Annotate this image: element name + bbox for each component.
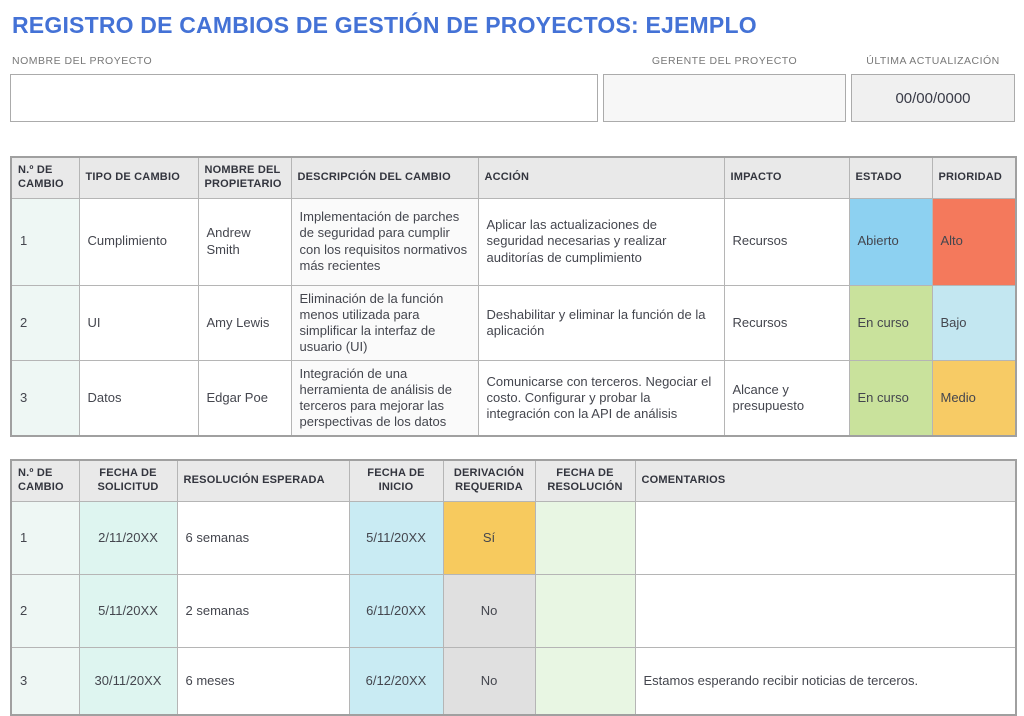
- cell-accion[interactable]: Comunicarse con terceros. Negociar el co…: [477, 359, 725, 437]
- last-updated-label: ÚLTIMA ACTUALIZACIÓN: [866, 55, 1000, 67]
- cell-propietario[interactable]: Edgar Poe: [197, 359, 292, 437]
- changes-table: N.º DE CAMBIO TIPO DE CAMBIO NOMBRE DEL …: [10, 156, 1017, 438]
- cell-descripcion[interactable]: Eliminación de la función menos utilizad…: [290, 284, 479, 361]
- cell-numero[interactable]: 3: [10, 359, 80, 437]
- col-header-prioridad: PRIORIDAD: [931, 156, 1017, 199]
- project-name-input[interactable]: [10, 74, 598, 122]
- cell-fecha-solicitud[interactable]: 30/11/20XX: [78, 646, 178, 716]
- project-meta-section: NOMBRE DEL PROYECTO GERENTE DEL PROYECTO…: [10, 55, 1015, 122]
- cell-descripcion[interactable]: Integración de una herramienta de anális…: [290, 359, 479, 437]
- cell-comentarios[interactable]: Estamos esperando recibir noticias de te…: [634, 646, 1017, 716]
- col-header-fecha-de-resolucion: FECHA DE RESOLUCIÓN: [534, 459, 636, 502]
- col-header-numero-de-cambio: N.º DE CAMBIO: [10, 156, 80, 199]
- cell-tipo[interactable]: Datos: [78, 359, 199, 437]
- col-header-fecha-de-solicitud: FECHA DE SOLICITUD: [78, 459, 178, 502]
- col-header-numero-de-cambio: N.º DE CAMBIO: [10, 459, 80, 502]
- col-header-derivacion-requerida: DERIVACIÓN REQUERIDA: [442, 459, 536, 502]
- cell-derivacion-requerida[interactable]: No: [442, 646, 536, 716]
- col-header-impacto: IMPACTO: [723, 156, 850, 199]
- cell-impacto[interactable]: Recursos: [723, 284, 850, 361]
- table-row: 3 30/11/20XX 6 meses 6/12/20XX No Estamo…: [10, 646, 1017, 716]
- cell-fecha-solicitud[interactable]: 5/11/20XX: [78, 573, 178, 648]
- cell-estado[interactable]: Abierto: [848, 197, 933, 286]
- cell-comentarios[interactable]: [634, 573, 1017, 648]
- cell-accion[interactable]: Aplicar las actualizaciones de seguridad…: [477, 197, 725, 286]
- cell-derivacion-requerida[interactable]: Sí: [442, 500, 536, 575]
- cell-prioridad[interactable]: Alto: [931, 197, 1017, 286]
- col-header-resolucion-esperada: RESOLUCIÓN ESPERADA: [176, 459, 350, 502]
- col-header-descripcion-del-cambio: DESCRIPCIÓN DEL CAMBIO: [290, 156, 479, 199]
- col-header-fecha-de-inicio: FECHA DE INICIO: [348, 459, 444, 502]
- cell-estado[interactable]: En curso: [848, 284, 933, 361]
- cell-fecha-solicitud[interactable]: 2/11/20XX: [78, 500, 178, 575]
- cell-impacto[interactable]: Alcance y presupuesto: [723, 359, 850, 437]
- cell-estado[interactable]: En curso: [848, 359, 933, 437]
- col-header-accion: ACCIÓN: [477, 156, 725, 199]
- cell-accion[interactable]: Deshabilitar y eliminar la función de la…: [477, 284, 725, 361]
- cell-fecha-resolucion[interactable]: [534, 500, 636, 575]
- col-header-estado: ESTADO: [848, 156, 933, 199]
- cell-impacto[interactable]: Recursos: [723, 197, 850, 286]
- project-manager-field: GERENTE DEL PROYECTO: [603, 55, 846, 122]
- cell-propietario[interactable]: Amy Lewis: [197, 284, 292, 361]
- schedule-table: N.º DE CAMBIO FECHA DE SOLICITUD RESOLUC…: [10, 459, 1017, 716]
- cell-numero[interactable]: 2: [10, 284, 80, 361]
- last-updated-input[interactable]: 00/00/0000: [851, 74, 1015, 122]
- cell-prioridad[interactable]: Bajo: [931, 284, 1017, 361]
- cell-resolucion-esperada[interactable]: 6 meses: [176, 646, 350, 716]
- changes-table-header-row: N.º DE CAMBIO TIPO DE CAMBIO NOMBRE DEL …: [10, 156, 1017, 199]
- cell-fecha-inicio[interactable]: 6/12/20XX: [348, 646, 444, 716]
- project-manager-label: GERENTE DEL PROYECTO: [651, 55, 798, 67]
- cell-propietario[interactable]: Andrew Smith: [197, 197, 292, 286]
- last-updated-field: ÚLTIMA ACTUALIZACIÓN 00/00/0000: [851, 55, 1015, 122]
- cell-fecha-resolucion[interactable]: [534, 573, 636, 648]
- cell-fecha-inicio[interactable]: 6/11/20XX: [348, 573, 444, 648]
- table-row: 1 Cumplimiento Andrew Smith Implementaci…: [10, 197, 1017, 286]
- cell-resolucion-esperada[interactable]: 6 semanas: [176, 500, 350, 575]
- cell-tipo[interactable]: Cumplimiento: [78, 197, 199, 286]
- cell-descripcion[interactable]: Implementación de parches de seguridad p…: [290, 197, 479, 286]
- cell-numero[interactable]: 1: [10, 500, 80, 575]
- table-row: 2 UI Amy Lewis Eliminación de la función…: [10, 284, 1017, 361]
- table-row: 2 5/11/20XX 2 semanas 6/11/20XX No: [10, 573, 1017, 648]
- page-title: REGISTRO DE CAMBIOS DE GESTIÓN DE PROYEC…: [12, 12, 757, 38]
- cell-numero[interactable]: 1: [10, 197, 80, 286]
- cell-resolucion-esperada[interactable]: 2 semanas: [176, 573, 350, 648]
- col-header-comentarios: COMENTARIOS: [634, 459, 1017, 502]
- cell-derivacion-requerida[interactable]: No: [442, 573, 536, 648]
- cell-tipo[interactable]: UI: [78, 284, 199, 361]
- cell-fecha-resolucion[interactable]: [534, 646, 636, 716]
- schedule-table-header-row: N.º DE CAMBIO FECHA DE SOLICITUD RESOLUC…: [10, 459, 1017, 502]
- cell-fecha-inicio[interactable]: 5/11/20XX: [348, 500, 444, 575]
- cell-numero[interactable]: 2: [10, 573, 80, 648]
- table-row: 3 Datos Edgar Poe Integración de una her…: [10, 359, 1017, 437]
- project-manager-input[interactable]: [603, 74, 846, 122]
- cell-comentarios[interactable]: [634, 500, 1017, 575]
- table-row: 1 2/11/20XX 6 semanas 5/11/20XX Sí: [10, 500, 1017, 575]
- project-name-field: NOMBRE DEL PROYECTO: [10, 55, 598, 122]
- col-header-nombre-del-propietario: NOMBRE DEL PROPIETARIO: [197, 156, 292, 199]
- project-name-label: NOMBRE DEL PROYECTO: [12, 55, 153, 67]
- cell-prioridad[interactable]: Medio: [931, 359, 1017, 437]
- cell-numero[interactable]: 3: [10, 646, 80, 716]
- col-header-tipo-de-cambio: TIPO DE CAMBIO: [78, 156, 199, 199]
